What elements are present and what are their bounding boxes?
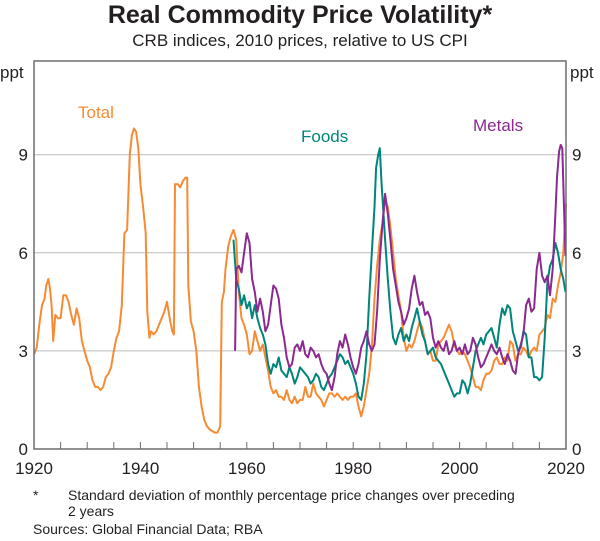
gridlines	[34, 154, 566, 352]
y-axis-unit-right: ppt	[570, 63, 594, 82]
y-tick-label-left-0: 0	[19, 440, 28, 459]
series-label-total: Total	[78, 103, 114, 122]
y-axis-unit-left: ppt	[0, 63, 24, 82]
y-tick-label-right-0: 0	[572, 440, 581, 459]
x-tick-label-1980: 1980	[334, 459, 372, 478]
chart-title: Real Commodity Price Volatility*	[107, 1, 493, 29]
series-line-total	[33, 127, 567, 434]
y-tick-label-left-9: 9	[19, 146, 28, 165]
x-tick-label-1920: 1920	[15, 459, 53, 478]
series-line-metals	[234, 143, 567, 392]
axis-ticks	[60, 442, 540, 449]
series-label-foods: Foods	[301, 127, 348, 146]
sources-note: Sources: Global Financial Data; RBA	[33, 521, 263, 537]
x-tick-label-2020: 2020	[547, 459, 585, 478]
y-tick-label-right-9: 9	[572, 146, 581, 165]
y-tick-label-left-3: 3	[19, 342, 28, 361]
series-label-metals: Metals	[473, 116, 523, 135]
x-tick-label-1940: 1940	[121, 459, 159, 478]
chart-subtitle: CRB indices, 2010 prices, relative to US…	[132, 31, 468, 50]
footnote-line-1: Standard deviation of monthly percentage…	[68, 487, 515, 503]
x-tick-label-1960: 1960	[228, 459, 266, 478]
series-lines	[33, 127, 567, 434]
series-line-foods	[232, 147, 567, 401]
y-tick-label-left-6: 6	[19, 244, 28, 263]
y-tick-label-right-6: 6	[572, 244, 581, 263]
x-tick-label-2000: 2000	[441, 459, 479, 478]
footnote-line-2: 2 years	[68, 503, 114, 519]
footnote-marker: *	[33, 487, 39, 503]
axis-labels: 0 0 3 3 6 6 9 9 1920 1940 1960 1980 2000 2020	[15, 146, 585, 478]
y-tick-label-right-3: 3	[572, 342, 581, 361]
